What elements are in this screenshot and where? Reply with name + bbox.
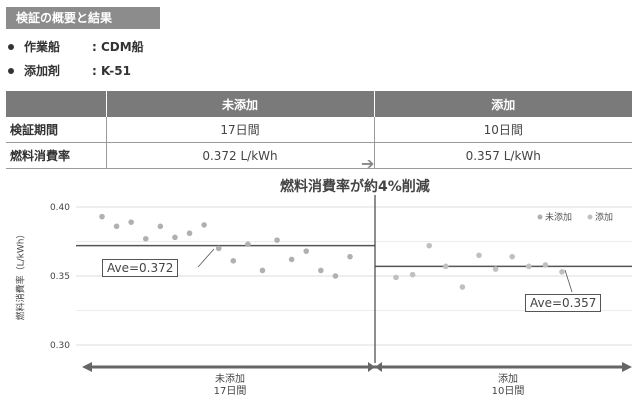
table-row: 燃料消費率 0.372 L/kWh 0.357 L/kWh [6, 142, 632, 169]
data-point-after [526, 263, 532, 270]
legend-marker-before [537, 214, 543, 220]
period-arrow-mid-head [375, 362, 382, 372]
legend: 未添加 添加 [537, 211, 613, 223]
data-point-before [142, 235, 149, 242]
data-point-before [113, 223, 120, 230]
data-point-before [215, 245, 222, 252]
info-label: 作業船 [24, 40, 61, 54]
column-header: 未添加 [106, 91, 375, 117]
data-point-before [288, 256, 295, 263]
period-label-line: 10日間 [491, 386, 525, 397]
bullet-icon [8, 67, 14, 74]
table-cell: 17日間 [106, 117, 375, 143]
data-point-before [274, 237, 280, 243]
data-point-after [476, 252, 482, 259]
row-header: 燃料消費率 [6, 142, 107, 169]
average-lines [76, 244, 632, 293]
headline: 燃料消費率が約4%削減 [280, 179, 430, 195]
y-tick-label: 0.40 [50, 203, 70, 213]
info-label: 添加剤 [24, 64, 61, 78]
data-point-before [99, 213, 105, 220]
data-point-before [332, 273, 339, 279]
column-header: 添加 [374, 91, 632, 117]
summary-table: 未添加 添加 検証期間 17日間 10日間 燃料消費率 0.372 L/kWh … [6, 91, 632, 169]
y-tick-label: 0.30 [50, 341, 70, 351]
average-label-before: Ave=0.372 [102, 259, 179, 277]
data-point-after [542, 262, 549, 268]
info-value: : CDM船 [92, 40, 144, 54]
data-point-after [459, 284, 466, 290]
data-point-before [128, 219, 134, 225]
table-cell: 0.372 L/kWh [106, 142, 375, 169]
data-point-before [230, 258, 237, 264]
data-point-before [318, 267, 324, 274]
average-label-after: Ave=0.357 [525, 294, 602, 312]
y-ticks: 0.40 0.35 0.30 [50, 203, 70, 351]
table-cell: 10日間 [374, 117, 632, 143]
bullet-icon [8, 43, 14, 50]
period-label-line: 未添加 [215, 374, 245, 385]
data-point-before [259, 267, 266, 274]
table-row: 検証期間 17日間 10日間 [6, 117, 632, 143]
data-point-after [426, 242, 433, 249]
data-point-before [303, 248, 310, 254]
section-title: 検証の概要と結果 [6, 7, 160, 29]
period-label-line: 添加 [498, 374, 518, 385]
period-label-before: 未添加 17日間 [200, 374, 260, 398]
legend-marker-after [587, 214, 593, 220]
right-arrow-icon: ➔ [361, 154, 375, 173]
period-arrow [82, 362, 632, 372]
data-point-after [409, 271, 416, 278]
period-arrow-mid-head [368, 362, 375, 372]
legend-label-before: 未添加 [545, 211, 572, 223]
data-point-after [443, 263, 449, 270]
data-point-before [245, 241, 251, 248]
column-header [6, 91, 107, 117]
data-point-after [393, 274, 399, 281]
table-header-row: 未添加 添加 [6, 91, 632, 117]
period-arrow-head-right [622, 362, 632, 372]
data-point-after [492, 266, 499, 272]
data-point-before [347, 253, 353, 260]
data-points [99, 213, 565, 290]
period-label-after: 添加 10日間 [478, 374, 538, 398]
data-point-after [509, 253, 515, 260]
info-row-vessel: 作業船 : CDM船 [8, 38, 144, 55]
info-row-additive: 添加剤 : K-51 [8, 62, 131, 79]
row-header: 検証期間 [6, 117, 107, 143]
data-point-before [172, 234, 178, 241]
period-arrow-head-left [82, 362, 92, 372]
data-point-before [201, 222, 207, 228]
data-point-after [559, 269, 565, 275]
y-tick-label: 0.35 [50, 272, 70, 282]
scatter-chart: 0.40 0.35 0.30 未添加 添加 [50, 195, 632, 372]
data-point-before [186, 230, 193, 237]
legend-label-after: 添加 [595, 212, 613, 223]
info-value: : K-51 [92, 63, 131, 78]
table-cell: 0.357 L/kWh [374, 142, 632, 169]
average-leader-before [197, 248, 215, 268]
average-leader-after [564, 269, 573, 293]
data-point-before [157, 223, 164, 230]
period-label-line: 17日間 [213, 386, 247, 397]
